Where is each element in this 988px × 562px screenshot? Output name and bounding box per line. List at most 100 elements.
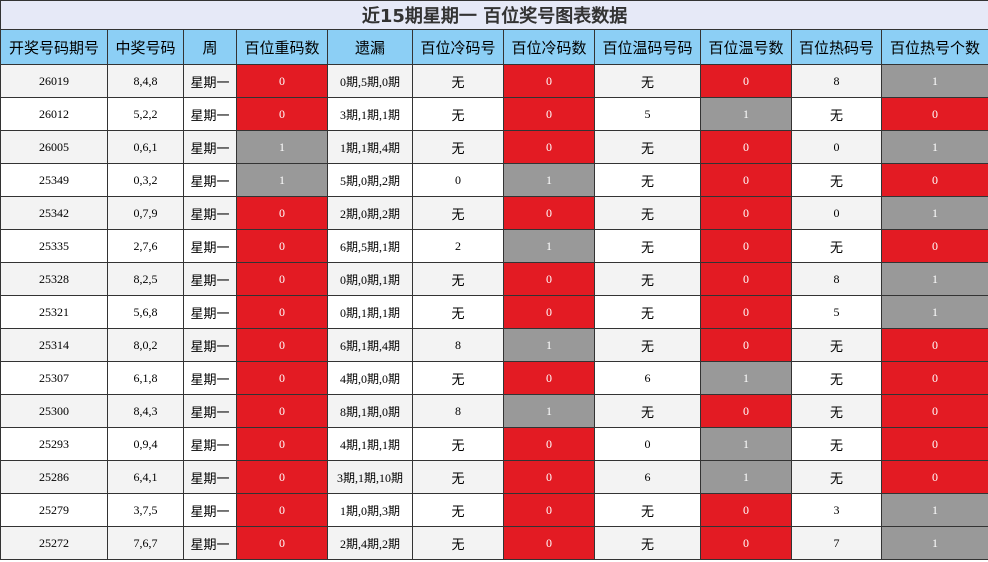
table-cell: 1 <box>236 163 328 197</box>
table-cell: 0 <box>791 130 882 164</box>
column-header: 开奖号码期号 <box>0 29 108 65</box>
table-cell: 无 <box>412 361 504 395</box>
table-cell: 1期,1期,4期 <box>327 130 413 164</box>
table-cell: 无 <box>594 130 701 164</box>
table-cell: 0 <box>503 97 595 131</box>
table-cell: 26019 <box>0 64 108 98</box>
table-row: 25307 6,1,8 星期一 0 4期,0期,0期无 0 6 1 无 0 <box>0 361 988 395</box>
table-cell: 1 <box>503 229 595 263</box>
table-cell: 0 <box>594 427 701 461</box>
table-cell: 星期一 <box>183 163 237 197</box>
table-cell: 2,7,6 <box>107 229 184 263</box>
column-header: 中奖号码 <box>107 29 184 65</box>
table-cell: 无 <box>594 526 701 560</box>
table-cell: 0 <box>880 163 988 197</box>
table-cell: 0,6,1 <box>107 130 184 164</box>
table-cell: 无 <box>791 328 882 362</box>
table-cell: 1 <box>700 427 792 461</box>
table-cell: 无 <box>594 493 701 527</box>
table-cell: 6 <box>594 361 701 395</box>
table-cell: 1 <box>503 394 595 428</box>
table-cell: 0 <box>236 97 328 131</box>
table-cell: 6期,1期,4期 <box>327 328 413 362</box>
table-cell: 8 <box>412 394 504 428</box>
table-cell: 0 <box>503 64 595 98</box>
table-cell: 0 <box>236 262 328 296</box>
table-cell: 6期,5期,1期 <box>327 229 413 263</box>
table-row: 25321 5,6,8 星期一 0 0期,1期,1期无 0 无 0 5 1 <box>0 295 988 329</box>
table-cell: 无 <box>412 97 504 131</box>
table-cell: 星期一 <box>183 64 237 98</box>
table-row: 25328 8,2,5 星期一 0 0期,0期,1期无 0 无 0 8 1 <box>0 262 988 296</box>
table-cell: 0 <box>880 460 988 494</box>
table-cell: 0 <box>236 295 328 329</box>
table-cell: 1 <box>880 493 988 527</box>
table-cell: 0 <box>700 328 792 362</box>
table-cell: 0期,1期,1期 <box>327 295 413 329</box>
table-cell: 1 <box>700 460 792 494</box>
table-cell: 无 <box>594 64 701 98</box>
column-header: 百位温号数 <box>700 29 792 65</box>
table-cell: 0 <box>503 427 595 461</box>
table-cell: 星期一 <box>183 97 237 131</box>
table-cell: 25342 <box>0 196 108 230</box>
table-cell: 无 <box>791 229 882 263</box>
table-row: 25293 0,9,4 星期一 0 4期,1期,1期无 0 0 1 无 0 <box>0 427 988 461</box>
table-row: 26005 0,6,1 星期一 1 1期,1期,4期无 0 无 0 0 1 <box>0 130 988 164</box>
table-cell: 星期一 <box>183 460 237 494</box>
table-cell: 0 <box>236 493 328 527</box>
table-cell: 3期,1期,10期 <box>327 460 413 494</box>
table-cell: 7,6,7 <box>107 526 184 560</box>
table-cell: 7 <box>791 526 882 560</box>
table-cell: 0 <box>503 196 595 230</box>
table-cell: 0 <box>700 394 792 428</box>
table-cell: 0期,0期,1期 <box>327 262 413 296</box>
table-cell: 星期一 <box>183 526 237 560</box>
table-cell: 0,3,2 <box>107 163 184 197</box>
table-cell: 0 <box>503 460 595 494</box>
table-cell: 0 <box>236 526 328 560</box>
table-cell: 2期,4期,2期 <box>327 526 413 560</box>
table-row: 25300 8,4,3 星期一 0 8期,1期,0期 8 1 无 0 无 0 <box>0 394 988 428</box>
table-cell: 0 <box>503 262 595 296</box>
column-header: 百位重码数 <box>236 29 328 65</box>
table-cell: 无 <box>412 64 504 98</box>
table-cell: 6,4,1 <box>107 460 184 494</box>
table-cell: 0 <box>700 163 792 197</box>
table-cell: 0 <box>236 328 328 362</box>
table-cell: 无 <box>594 295 701 329</box>
table-cell: 1 <box>880 295 988 329</box>
table-cell: 无 <box>791 361 882 395</box>
table-cell: 0 <box>700 130 792 164</box>
table-cell: 0 <box>236 427 328 461</box>
table-row: 25342 0,7,9 星期一 0 2期,0期,2期无 0 无 0 0 1 <box>0 196 988 230</box>
table-cell: 无 <box>791 394 882 428</box>
table-row: 25314 8,0,2 星期一 0 6期,1期,4期 8 1 无 0 无 0 <box>0 328 988 362</box>
table-cell: 无 <box>412 526 504 560</box>
table-cell: 无 <box>594 229 701 263</box>
table-cell: 0 <box>700 295 792 329</box>
table-cell: 0期,5期,0期 <box>327 64 413 98</box>
table-cell: 26012 <box>0 97 108 131</box>
table-cell: 无 <box>594 196 701 230</box>
table-cell: 8 <box>412 328 504 362</box>
table-cell: 0 <box>236 361 328 395</box>
column-header: 周 <box>183 29 237 65</box>
table-cell: 1 <box>503 328 595 362</box>
table-cell: 8,2,5 <box>107 262 184 296</box>
table-cell: 0 <box>700 229 792 263</box>
table-cell: 无 <box>594 394 701 428</box>
table-cell: 0 <box>503 526 595 560</box>
table-cell: 无 <box>412 262 504 296</box>
table-cell: 5 <box>791 295 882 329</box>
table-cell: 无 <box>594 163 701 197</box>
table-cell: 0 <box>880 328 988 362</box>
table-cell: 0 <box>236 460 328 494</box>
table-cell: 25314 <box>0 328 108 362</box>
table-cell: 25279 <box>0 493 108 527</box>
table-cell: 0 <box>236 64 328 98</box>
table-cell: 无 <box>412 427 504 461</box>
table-body: 26019 8,4,8 星期一 0 0期,5期,0期无 0 无 0 8 1 26012 5,2,2 星期… <box>0 64 988 560</box>
table-cell: 0 <box>880 394 988 428</box>
